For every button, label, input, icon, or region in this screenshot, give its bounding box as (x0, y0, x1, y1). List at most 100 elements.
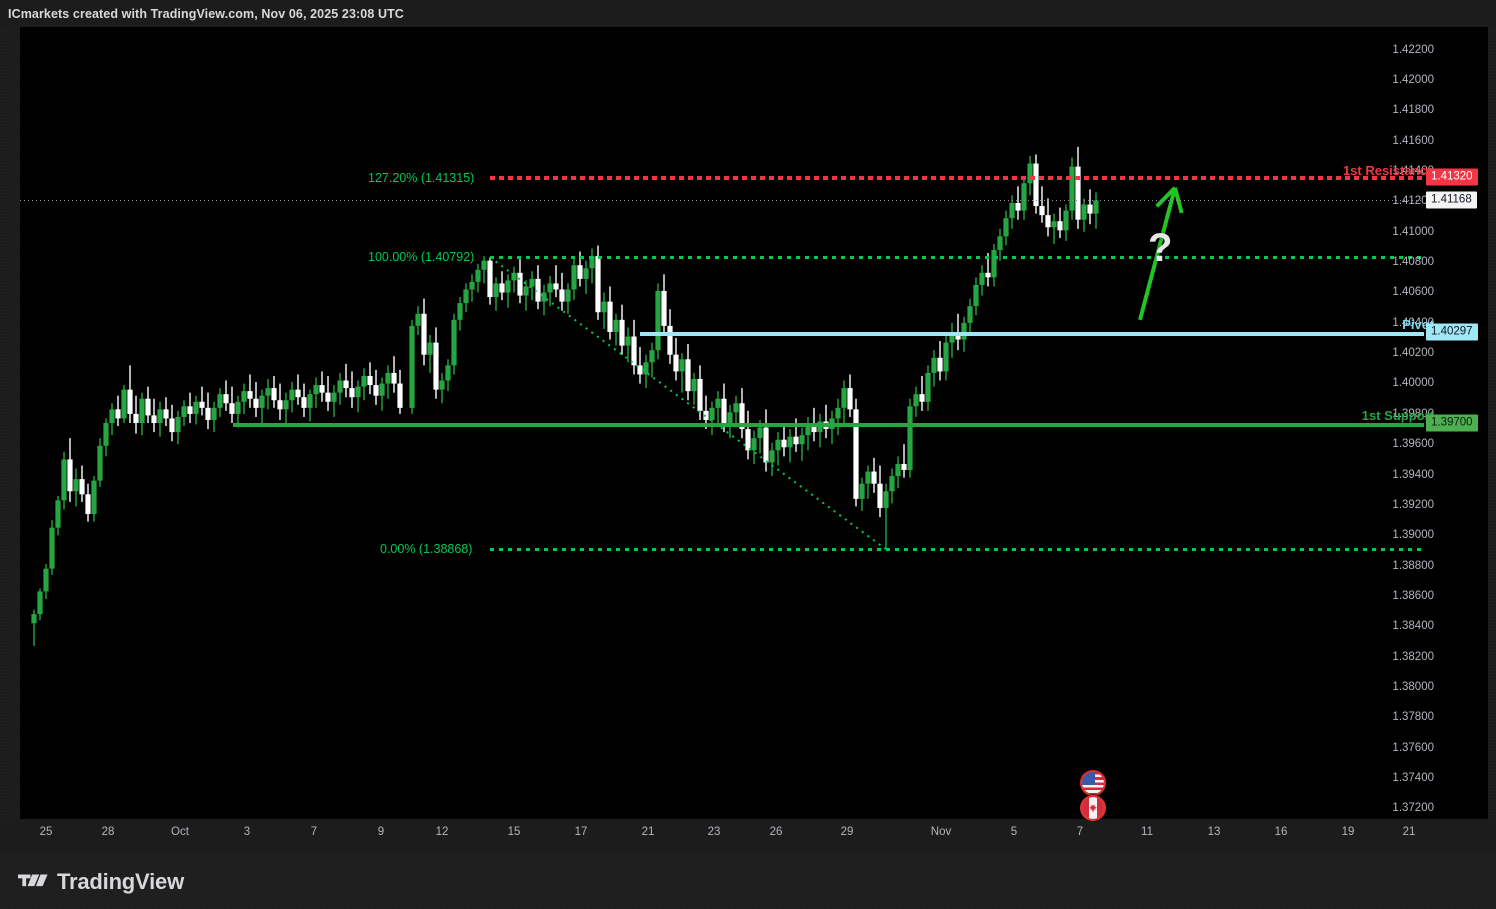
candle (49, 520, 55, 575)
tradingview-brand[interactable]: TradingView (18, 869, 184, 895)
candle (829, 410, 835, 445)
candle (445, 359, 451, 392)
candle (727, 404, 733, 439)
candle (1027, 155, 1033, 196)
pivot-price-badge[interactable]: 1.40297 (1426, 323, 1478, 341)
price-tick-label: 1.39400 (1392, 468, 1434, 481)
candle (637, 347, 643, 384)
fib-127-level-label: 127.20% (1.41315) (368, 170, 475, 185)
candle (589, 248, 595, 284)
candle (661, 274, 667, 335)
candle (505, 274, 511, 308)
candle (223, 380, 229, 411)
candle (769, 442, 775, 477)
time-tick-label: Nov (930, 826, 952, 838)
candle (979, 265, 985, 296)
candle (1069, 157, 1075, 220)
candle (97, 438, 103, 487)
candle (373, 369, 379, 405)
candle (547, 275, 553, 307)
candle (85, 483, 91, 522)
candle (649, 342, 655, 378)
candle (151, 398, 157, 433)
candle (1015, 186, 1021, 220)
candle (511, 266, 517, 293)
time-tick-label: 29 (840, 826, 854, 838)
price-tick-label: 1.42000 (1392, 74, 1434, 87)
candle (325, 375, 331, 411)
candle (283, 392, 289, 427)
candle (907, 398, 913, 478)
candle (307, 389, 313, 422)
candle (109, 403, 115, 436)
time-tick-label: 5 (1010, 826, 1018, 838)
support-price-badge[interactable]: 1.39700 (1426, 414, 1478, 432)
time-scale[interactable]: 25 28 Oct 3 7 9 12 15 17 21 23 26 29 Nov 5 7 11 13 16 19 21 (0, 819, 1496, 853)
fib-100-level-label: 100.00% (1.40792) (368, 250, 475, 265)
candle (775, 432, 781, 466)
candle (175, 410, 181, 445)
price-tick-label: 1.39200 (1392, 498, 1434, 511)
resistance-price-badge[interactable]: 1.41320 (1426, 168, 1478, 186)
chart-footer (0, 853, 1496, 909)
candle (433, 327, 439, 399)
price-tick-label: 1.41000 (1392, 225, 1434, 238)
time-tick-label: 11 (1141, 826, 1153, 838)
candle (553, 265, 559, 298)
price-tick-label: 1.39000 (1392, 529, 1434, 542)
economic-event-ca[interactable] (1080, 795, 1106, 821)
last-price-badge[interactable]: 1.41168 (1426, 191, 1477, 209)
candle (655, 283, 661, 360)
price-tick-label: 1.38400 (1392, 620, 1434, 633)
time-tick-label: 17 (574, 826, 588, 838)
candle (799, 427, 805, 461)
price-tick-label: 1.37800 (1392, 711, 1434, 724)
price-tick-label: 1.37200 (1392, 802, 1434, 815)
candle (355, 380, 361, 413)
candle (1051, 213, 1057, 244)
time-tick-label: Oct (171, 826, 189, 838)
candle (835, 398, 841, 436)
candle (235, 395, 241, 428)
candle (217, 388, 223, 417)
candle (439, 372, 445, 404)
candle (859, 477, 865, 511)
price-tick-label: 1.41400 (1392, 165, 1434, 178)
candle (883, 483, 889, 550)
candle (181, 400, 187, 427)
time-tick-label: 21 (1402, 826, 1416, 838)
candle (679, 353, 685, 393)
price-tick-label: 1.38800 (1392, 559, 1434, 572)
fib-127-level-line (490, 175, 1424, 180)
candle (493, 277, 499, 311)
price-tick-label: 1.40000 (1392, 377, 1434, 390)
candle (1033, 154, 1039, 214)
flag-bar-right (1097, 797, 1104, 819)
time-tick-label: 25 (39, 826, 53, 838)
candle (601, 292, 607, 329)
candle (139, 392, 145, 436)
price-tick-label: 1.41600 (1392, 134, 1434, 147)
candle (337, 372, 343, 405)
candle (523, 280, 529, 311)
candle (1039, 186, 1045, 223)
last-price-line (20, 200, 1424, 202)
chart-plot-area[interactable] (20, 27, 1424, 819)
time-tick-label: 9 (377, 826, 385, 838)
candle (805, 416, 811, 451)
price-tick-label: 1.42200 (1392, 43, 1434, 56)
candle (841, 380, 847, 423)
candle (991, 243, 997, 287)
economic-event-us[interactable] (1080, 770, 1106, 796)
candle (643, 354, 649, 389)
fib-0-level-line (490, 547, 1424, 551)
candle (169, 404, 175, 442)
candle (667, 309, 673, 364)
time-tick-label: 23 (707, 826, 721, 838)
price-tick-label: 1.40400 (1392, 316, 1434, 329)
candle (205, 392, 211, 430)
candle (391, 356, 397, 393)
candle (289, 382, 295, 413)
candle (241, 383, 247, 414)
candle (1057, 207, 1063, 238)
